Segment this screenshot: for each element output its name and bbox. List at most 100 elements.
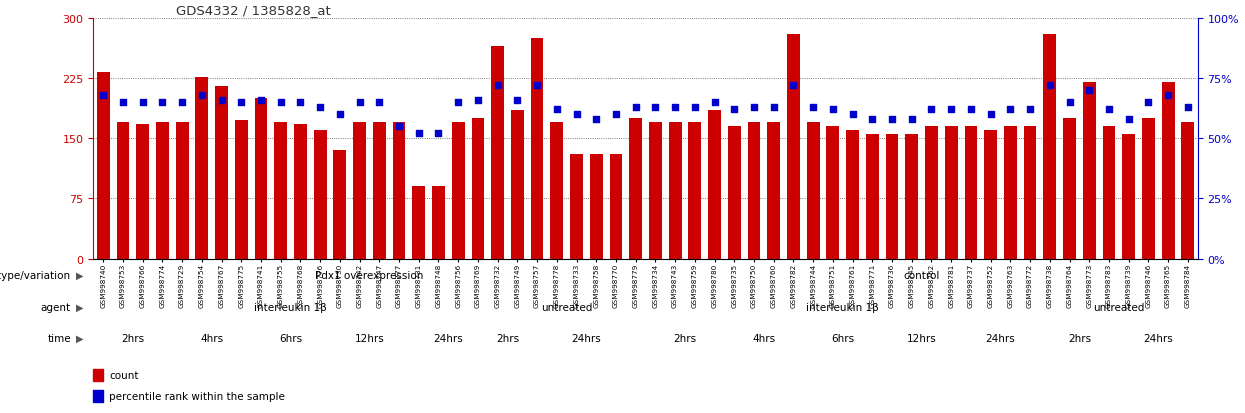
Text: 24hrs: 24hrs xyxy=(1143,333,1173,343)
Point xyxy=(1138,100,1158,106)
Bar xyxy=(905,135,918,259)
Bar xyxy=(136,124,149,259)
Bar xyxy=(492,47,504,259)
Bar xyxy=(1103,127,1116,259)
Point xyxy=(172,100,192,106)
Bar xyxy=(847,131,859,259)
Bar xyxy=(688,123,701,259)
Point xyxy=(1158,92,1178,99)
Point xyxy=(310,104,330,111)
Text: 4hrs: 4hrs xyxy=(752,333,776,343)
Text: interleukin 1β: interleukin 1β xyxy=(807,302,879,312)
Bar xyxy=(374,123,386,259)
Point xyxy=(468,97,488,104)
Text: 4hrs: 4hrs xyxy=(200,333,223,343)
Point xyxy=(803,104,823,111)
Point xyxy=(527,83,547,89)
Text: 2hrs: 2hrs xyxy=(1068,333,1091,343)
Point xyxy=(881,116,901,123)
Text: untreated: untreated xyxy=(542,302,593,312)
Bar xyxy=(156,123,169,259)
Text: 6hrs: 6hrs xyxy=(832,333,854,343)
Point xyxy=(251,97,271,104)
Point xyxy=(390,123,410,130)
Text: 6hrs: 6hrs xyxy=(279,333,303,343)
Bar xyxy=(1023,127,1037,259)
Point xyxy=(192,92,212,99)
Bar xyxy=(452,123,464,259)
Text: count: count xyxy=(110,370,138,380)
Text: 2hrs: 2hrs xyxy=(674,333,696,343)
Bar xyxy=(294,124,306,259)
Point xyxy=(232,100,251,106)
Bar xyxy=(747,123,761,259)
Text: untreated: untreated xyxy=(1093,302,1144,312)
Bar xyxy=(629,119,642,259)
Text: genotype/variation: genotype/variation xyxy=(0,271,71,280)
Text: 2hrs: 2hrs xyxy=(496,333,519,343)
Bar xyxy=(176,123,188,259)
Text: percentile rank within the sample: percentile rank within the sample xyxy=(110,391,285,401)
Point xyxy=(783,83,803,89)
Text: GDS4332 / 1385828_at: GDS4332 / 1385828_at xyxy=(177,5,331,17)
Text: ▶: ▶ xyxy=(76,333,83,343)
Point xyxy=(921,107,941,113)
Bar xyxy=(807,123,819,259)
Bar xyxy=(925,127,937,259)
Bar xyxy=(610,155,622,259)
Bar xyxy=(985,131,997,259)
Point xyxy=(1040,83,1059,89)
Bar xyxy=(412,187,425,259)
Bar xyxy=(965,127,977,259)
Point xyxy=(901,116,921,123)
Point xyxy=(566,112,586,118)
Text: interleukin 1β: interleukin 1β xyxy=(254,302,327,312)
Bar xyxy=(254,99,268,259)
Point xyxy=(290,100,310,106)
Point xyxy=(1119,116,1139,123)
Bar xyxy=(1083,83,1096,259)
Point xyxy=(586,116,606,123)
Bar xyxy=(1043,35,1056,259)
Point xyxy=(428,131,448,137)
Text: agent: agent xyxy=(41,302,71,312)
Point xyxy=(370,100,390,106)
Bar xyxy=(550,123,563,259)
Bar xyxy=(93,369,103,381)
Point xyxy=(212,97,232,104)
Bar xyxy=(472,119,484,259)
Bar xyxy=(274,123,288,259)
Bar xyxy=(334,151,346,259)
Bar xyxy=(728,127,741,259)
Text: 24hrs: 24hrs xyxy=(986,333,1016,343)
Point xyxy=(645,104,665,111)
Bar xyxy=(354,123,366,259)
Point xyxy=(1001,107,1021,113)
Point xyxy=(488,83,508,89)
Point xyxy=(350,100,370,106)
Bar xyxy=(392,123,406,259)
Bar xyxy=(1122,135,1135,259)
Point xyxy=(152,100,172,106)
Bar xyxy=(215,87,228,259)
Bar xyxy=(787,35,799,259)
Point xyxy=(1099,107,1119,113)
Bar xyxy=(669,123,681,259)
Point xyxy=(270,100,290,106)
Point xyxy=(408,131,428,137)
Bar xyxy=(827,127,839,259)
Point xyxy=(1020,107,1040,113)
Bar xyxy=(195,78,208,259)
Point xyxy=(113,100,133,106)
Point xyxy=(705,100,725,106)
Bar xyxy=(1142,119,1155,259)
Bar xyxy=(432,187,444,259)
Bar xyxy=(590,155,603,259)
Point xyxy=(843,112,863,118)
Point xyxy=(961,107,981,113)
Text: 24hrs: 24hrs xyxy=(433,333,463,343)
Bar xyxy=(767,123,781,259)
Point xyxy=(606,112,626,118)
Bar xyxy=(235,121,248,259)
Point xyxy=(981,112,1001,118)
